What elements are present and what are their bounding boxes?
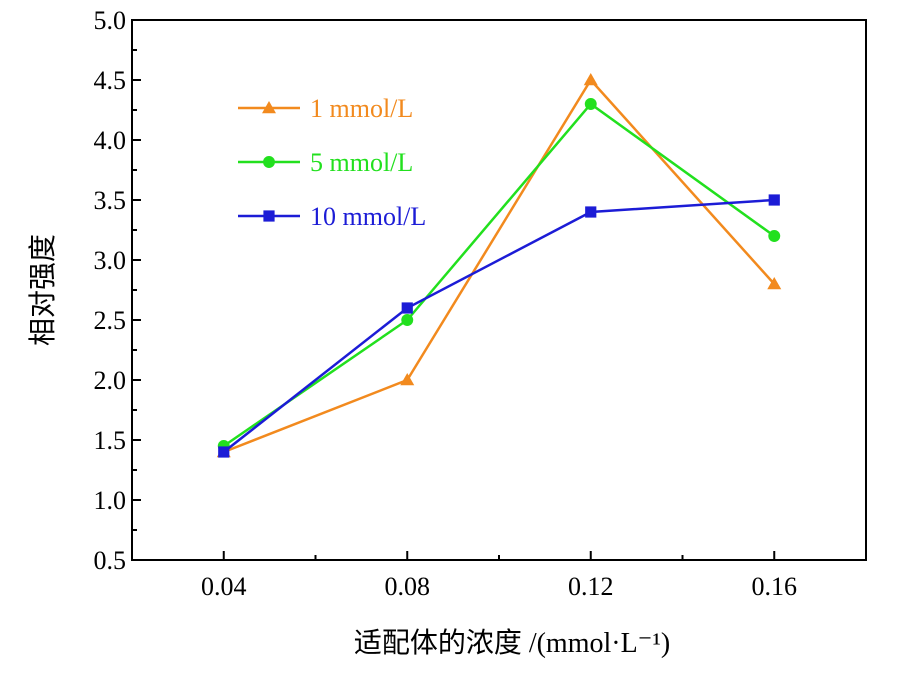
legend-item: 10 mmol/L [238, 202, 426, 231]
y-tick-label: 2.0 [94, 366, 127, 395]
y-tick-label: 4.5 [94, 66, 127, 95]
x-tick-label: 0.16 [752, 572, 798, 601]
legend-item: 5 mmol/L [238, 148, 413, 177]
y-tick-label: 4.0 [94, 126, 127, 155]
legend-item: 1 mmol/L [238, 94, 413, 123]
series-2 [217, 98, 781, 452]
x-tick-label: 0.04 [201, 572, 247, 601]
y-tick-label: 5.0 [94, 6, 127, 35]
legend-marker [263, 156, 275, 168]
y-tick-label: 3.5 [94, 186, 127, 215]
y-tick-label: 1.5 [94, 426, 127, 455]
y-axis-title: 相对强度 [27, 234, 59, 346]
x-tick-label: 0.08 [385, 572, 431, 601]
legend: 1 mmol/L 5 mmol/L 10 mmol/L [238, 94, 426, 231]
legend-label: 10 mmol/L [310, 202, 426, 231]
series-1 [216, 73, 782, 458]
data-point [585, 206, 597, 218]
data-point [218, 446, 230, 458]
y-tick-label: 1.0 [94, 486, 127, 515]
plot-frame [131, 19, 867, 561]
data-point [768, 230, 781, 242]
x-tick-label: 0.12 [568, 572, 614, 601]
y-tick-label: 0.5 [94, 546, 127, 575]
series-line [223, 77, 776, 454]
data-point [583, 73, 598, 86]
data-point [401, 302, 413, 314]
data-point [400, 373, 415, 386]
series-3 [218, 194, 780, 458]
legend-label: 5 mmol/L [310, 148, 413, 177]
data-point [401, 314, 414, 326]
series-line [222, 198, 775, 453]
data-point [584, 98, 597, 110]
data-point [768, 194, 780, 206]
series-layer [216, 73, 782, 458]
legend-marker [262, 101, 276, 114]
legend-marker [263, 210, 275, 222]
series-line [223, 102, 775, 448]
legend-label: 1 mmol/L [310, 94, 413, 123]
y-tick-label: 3.0 [94, 246, 127, 275]
data-point [767, 277, 782, 290]
y-tick-label: 2.5 [94, 306, 127, 335]
x-axis-title: 适配体的浓度 /(mmol·L⁻¹) [354, 627, 670, 659]
axes: 0.5 1.0 1.5 2.0 2.5 3.0 3.5 4.0 4.5 5.0 0.04 0.08 0.… [94, 6, 867, 601]
